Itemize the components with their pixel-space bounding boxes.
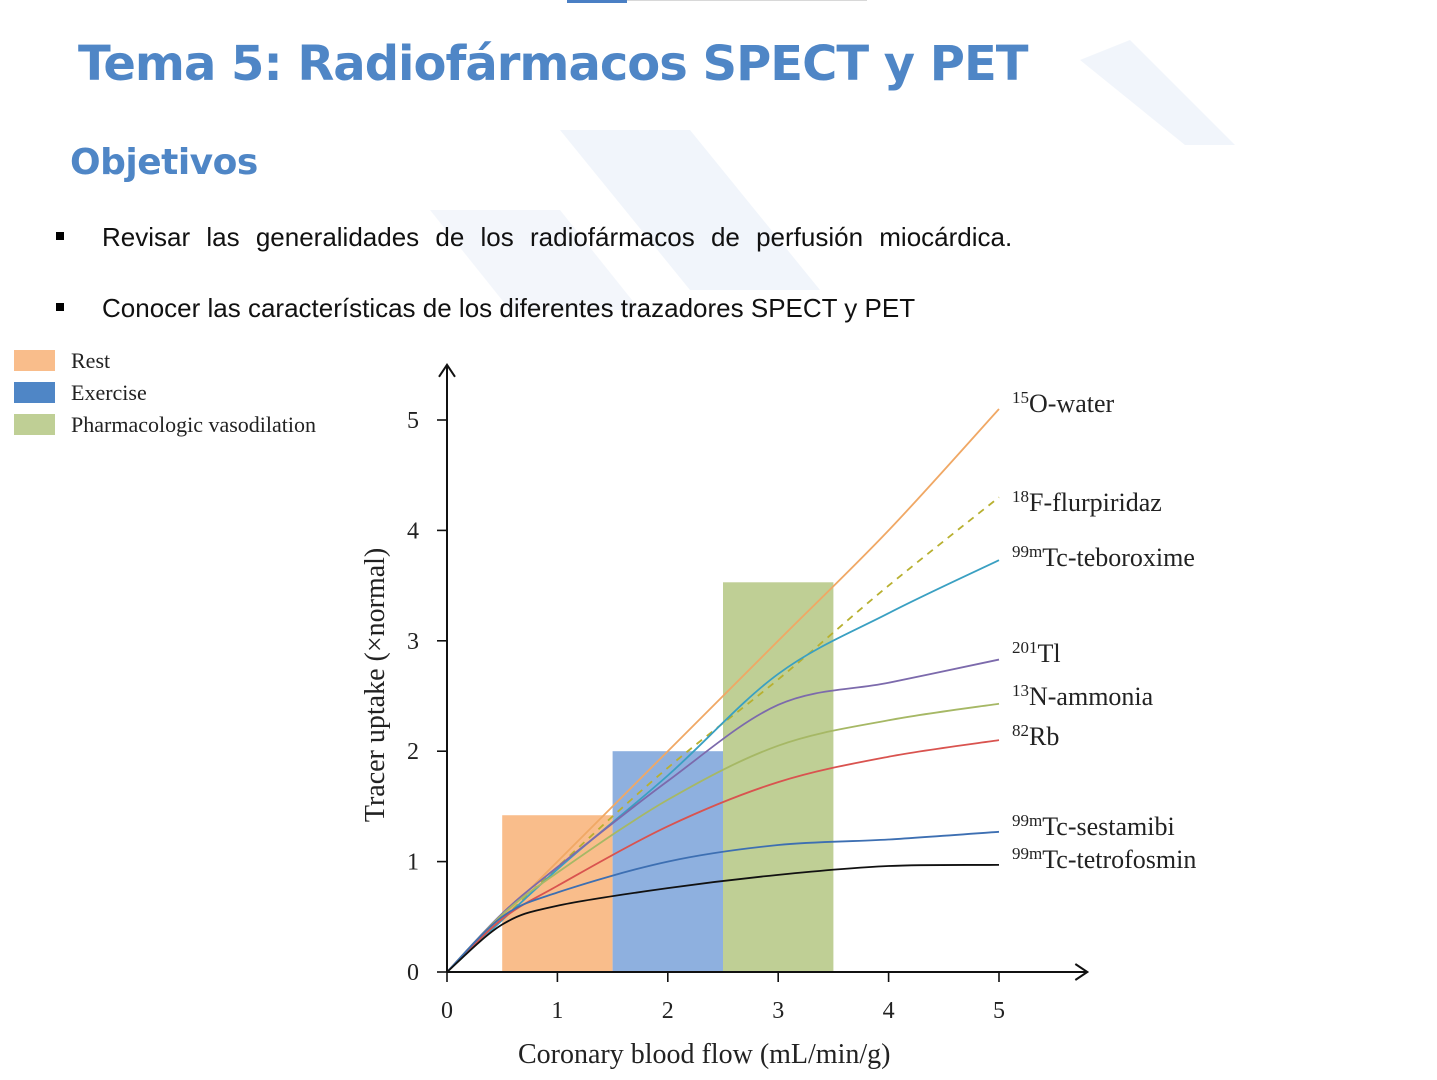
series-label: 99mTc-sestamibi: [1012, 811, 1175, 841]
x-tick-label: 2: [662, 998, 674, 1024]
section-title: Objetivos: [70, 142, 258, 183]
series-label-name: Rb: [1029, 722, 1059, 751]
bullet-text: Conocer las características de los difer…: [102, 293, 916, 323]
legend-swatch: [14, 414, 55, 435]
series-label-isotope: 99m: [1012, 542, 1042, 561]
series-line: [446, 408, 1000, 973]
slide-title: Tema 5: Radiofármacos SPECT y PET: [78, 36, 1028, 92]
header-accent-bar: [567, 0, 627, 3]
series-line: [446, 702, 1000, 973]
y-tick-label: 4: [407, 518, 419, 544]
series-label-isotope: 82: [1012, 721, 1029, 740]
y-axis-arrow: [438, 362, 456, 378]
y-tick-label: 5: [407, 408, 419, 434]
series-line: [446, 739, 1000, 973]
bullet-marker: [56, 232, 64, 240]
x-axis-arrow: [1074, 963, 1090, 981]
bullet-marker: [56, 303, 64, 311]
series-label-name: N-ammonia: [1029, 682, 1154, 711]
x-tick-label: 4: [883, 998, 895, 1024]
series-label-isotope: 99m: [1012, 811, 1042, 830]
series-line: [446, 658, 1000, 973]
series-label: 82Rb: [1012, 721, 1059, 751]
series-label-name: Tc-tetrofosmin: [1042, 845, 1196, 874]
series-label-isotope: 201: [1012, 638, 1038, 657]
series-line: [446, 830, 1000, 973]
bullet-text: Revisar las generalidades de los radiofá…: [102, 222, 1013, 252]
series-label: 18F-flurpiridaz: [1012, 487, 1162, 517]
y-axis-label: Tracer uptake (×normal): [360, 548, 391, 822]
y-tick-label: 2: [407, 739, 419, 765]
series-label-name: O-water: [1029, 389, 1115, 418]
legend-label: Exercise: [71, 380, 147, 405]
legend-swatch: [14, 382, 55, 403]
series-label-name: F-flurpiridaz: [1029, 488, 1162, 517]
series-label-name: Tc-sestamibi: [1042, 812, 1174, 841]
series-label-isotope: 15: [1012, 388, 1029, 407]
series-label-isotope: 18: [1012, 487, 1029, 506]
legend-swatch: [14, 350, 55, 371]
series-label: 99mTc-teboroxime: [1012, 542, 1195, 572]
y-tick-label: 3: [407, 629, 419, 655]
legend-label: Pharmacologic vasodilation: [71, 412, 316, 437]
legend-label: Rest: [71, 348, 111, 373]
series-label-name: Tl: [1038, 639, 1061, 668]
series-label-isotope: 13: [1012, 681, 1029, 700]
bar: [502, 815, 613, 972]
series-label-isotope: 99m: [1012, 844, 1042, 863]
x-axis-label: Coronary blood flow (mL/min/g): [518, 1039, 891, 1070]
series-label-name: Tc-teboroxime: [1042, 543, 1195, 572]
header-divider: [627, 0, 867, 1]
bar: [723, 582, 834, 972]
x-tick-label: 1: [551, 998, 563, 1024]
y-tick-label: 1: [407, 850, 419, 876]
x-tick-label: 3: [772, 998, 784, 1024]
y-tick-label: 0: [407, 960, 419, 986]
series-label: 201Tl: [1012, 638, 1061, 668]
series-label: 15O-water: [1012, 388, 1115, 418]
x-tick-label: 0: [441, 998, 453, 1024]
x-tick-label: 5: [993, 998, 1005, 1024]
series-line: [446, 864, 1000, 973]
series-label: 13N-ammonia: [1012, 681, 1154, 711]
series-label: 99mTc-tetrofosmin: [1012, 844, 1196, 874]
